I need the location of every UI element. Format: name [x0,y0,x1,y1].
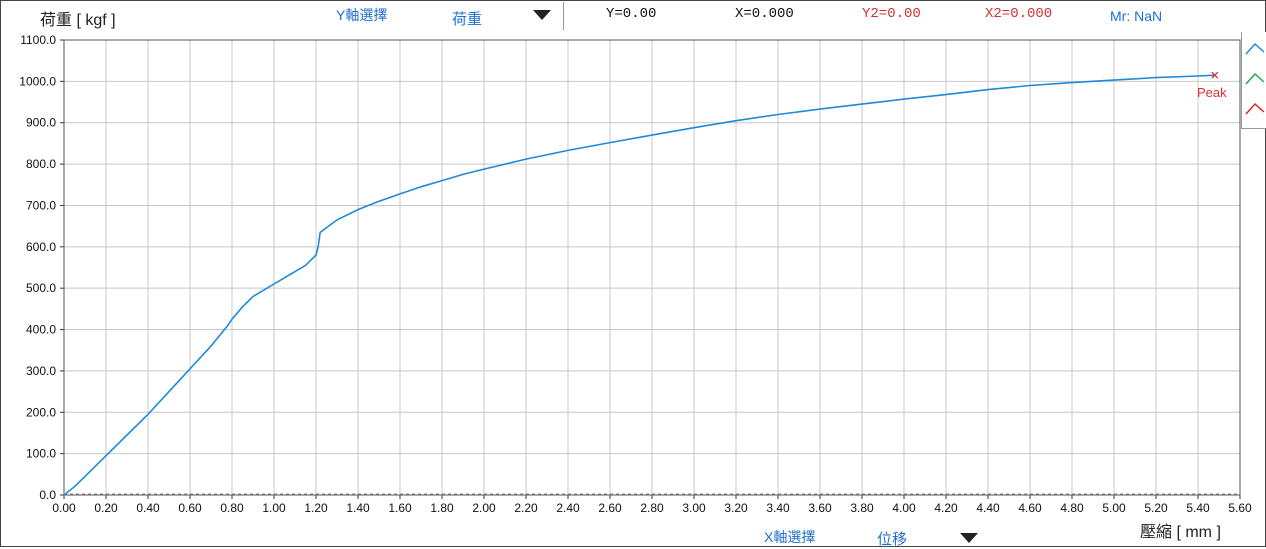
x-tick-label: 4.40 [976,501,1000,515]
y-tick-label: 1000.0 [19,74,56,88]
y-axis-dropdown[interactable] [413,2,564,30]
x-tick-label: 1.40 [346,501,370,515]
x-tick-label: 5.00 [1102,501,1126,515]
readout-y: Y=0.00 [606,6,657,22]
x-tick-label: 1.80 [430,501,454,515]
x-tick-label: 2.60 [598,501,622,515]
y-tick-label: 600.0 [26,240,56,254]
peak-label: Peak [1197,85,1227,100]
legend-panel [1241,32,1266,129]
x-tick-label: 0.60 [178,501,202,515]
x-tick-label: 4.80 [1060,501,1084,515]
x-tick-label: 1.20 [304,501,328,515]
legend-blue-line-icon[interactable] [1244,38,1266,60]
readout-x2: X2=0.000 [985,6,1053,22]
y-tick-label: 500.0 [26,281,56,295]
x-tick-label: 3.60 [808,501,832,515]
y-axis-select-label: Y軸選擇 [336,7,388,23]
readout-y2: Y2=0.00 [862,6,921,22]
x-tick-label: 2.80 [640,501,664,515]
x-tick-label: 3.80 [850,501,874,515]
x-tick-label: 2.20 [514,501,538,515]
y-tick-label: 800.0 [26,157,56,171]
y-tick-label: 400.0 [26,323,56,337]
y-tick-label: 1100.0 [20,33,56,47]
x-tick-label: 3.40 [766,501,790,515]
x-tick-label: 5.40 [1186,501,1210,515]
x-tick-label: 0.00 [52,501,76,515]
readout-x: X=0.000 [735,6,794,22]
x-tick-label: 3.20 [724,501,748,515]
x-tick-label: 0.80 [220,501,244,515]
y-tick-label: 100.0 [26,447,56,461]
x-tick-label: 5.20 [1144,501,1168,515]
x-tick-label: 0.40 [136,501,160,515]
legend-green-line-icon[interactable] [1244,68,1266,90]
x-tick-label: 0.20 [94,501,118,515]
y-axis-chevron-down-icon[interactable] [533,10,551,20]
series-line-load [63,74,1215,496]
readout-mr: Mr: NaN [1110,8,1163,24]
y-axis-select-value[interactable]: 荷重 [452,11,483,28]
plot-area-border [63,39,1241,496]
x-axis-chevron-down-icon[interactable] [960,533,978,543]
y-tick-label: 700.0 [26,198,56,212]
legend-red-line-icon[interactable] [1244,98,1266,120]
x-tick-label: 3.00 [682,501,706,515]
x-tick-label: 4.60 [1018,501,1042,515]
x-tick-label: 1.60 [388,501,412,515]
x-axis-title: 壓縮 [ mm ] [1140,524,1221,541]
x-tick-label: 1.00 [262,501,286,515]
x-tick-label: 2.00 [472,501,496,515]
y-tick-label: 0.0 [39,488,56,502]
x-axis-select-value[interactable]: 位移 [877,531,908,548]
y-tick-label: 200.0 [26,405,56,419]
x-tick-label: 5.60 [1228,501,1252,515]
y-tick-label: 300.0 [26,364,56,378]
x-tick-label: 2.40 [556,501,580,515]
y-axis-title: 荷重 [ kgf ] [40,12,116,29]
x-tick-label: 4.20 [934,501,958,515]
x-tick-label: 4.00 [892,501,916,515]
y-tick-label: 900.0 [26,116,56,130]
x-axis-select-label: X軸選擇 [764,529,816,545]
peak-marker [1211,71,1219,79]
